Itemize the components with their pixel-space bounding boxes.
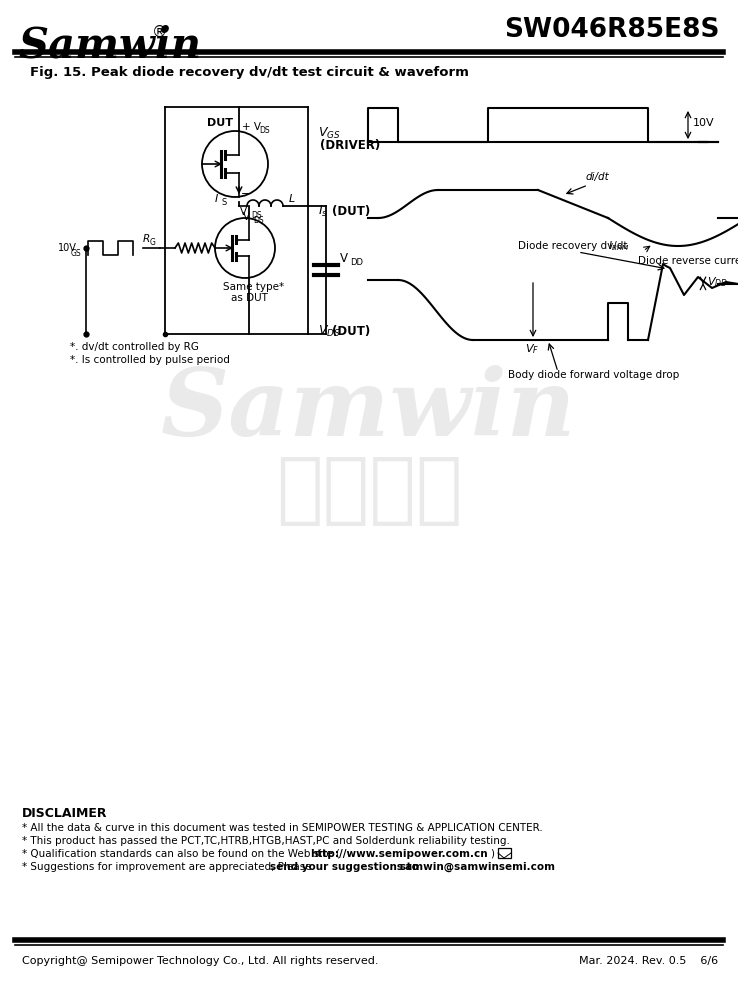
Text: Diode reverse current: Diode reverse current [638,256,738,266]
Text: *. Is controlled by pulse period: *. Is controlled by pulse period [70,355,230,365]
Text: 内部保密: 内部保密 [276,452,462,528]
Text: DUT: DUT [207,118,233,128]
Text: send your suggestions to: send your suggestions to [270,862,422,872]
Text: DD: DD [350,258,363,267]
Text: *. dv/dt controlled by RG: *. dv/dt controlled by RG [70,342,199,352]
Text: Fig. 15. Peak diode recovery dv/dt test circuit & waveform: Fig. 15. Peak diode recovery dv/dt test … [30,66,469,79]
Text: as DUT: as DUT [231,293,268,303]
Text: Samwin: Samwin [161,365,577,455]
Text: L: L [289,194,295,204]
Text: −: − [241,189,250,199]
Text: $V_{GS}$: $V_{GS}$ [318,126,341,141]
Text: S: S [222,198,227,207]
Text: * All the data & curve in this document was tested in SEMIPOWER TESTING & APPLIC: * All the data & curve in this document … [22,823,542,833]
Text: * Qualification standards can also be found on the Web site (: * Qualification standards can also be fo… [22,849,340,859]
Text: DS: DS [253,216,263,225]
Text: Diode recovery dv/dt: Diode recovery dv/dt [518,241,627,251]
Text: V: V [340,252,348,265]
Text: ): ) [490,849,494,859]
Text: DISCLAIMER: DISCLAIMER [22,807,108,820]
Text: (DUT): (DUT) [332,325,370,338]
Text: ®: ® [152,25,168,40]
Bar [498,848,511,858]
Text: DS: DS [259,126,269,135]
Text: * This product has passed the PCT,TC,HTRB,HTGB,HAST,PC and Solderdunk reliabilit: * This product has passed the PCT,TC,HTR… [22,836,510,846]
Text: $V_{DD}$: $V_{DD}$ [707,275,728,289]
Text: GS: GS [71,249,82,258]
Text: R: R [143,234,151,244]
Text: Samwin: Samwin [18,25,201,67]
Text: I: I [215,194,218,204]
Text: http://www.semipower.com.cn: http://www.semipower.com.cn [310,849,488,859]
Text: Body diode forward voltage drop: Body diode forward voltage drop [508,370,679,380]
Text: Copyright@ Semipower Technology Co., Ltd. All rights reserved.: Copyright@ Semipower Technology Co., Ltd… [22,956,379,966]
Text: V: V [240,207,247,217]
Text: (DRIVER): (DRIVER) [320,139,380,152]
Text: samwin@samwinsemi.com: samwin@samwinsemi.com [400,862,556,872]
Text: * Suggestions for improvement are appreciated, Please: * Suggestions for improvement are apprec… [22,862,315,872]
Text: Mar. 2024. Rev. 0.5    6/6: Mar. 2024. Rev. 0.5 6/6 [579,956,718,966]
Text: $V_{DS}$: $V_{DS}$ [318,324,340,339]
Text: G: G [150,238,156,247]
Text: (DUT): (DUT) [332,205,370,218]
Text: 10V: 10V [58,243,77,253]
Text: $I_{RRM}$: $I_{RRM}$ [608,239,630,253]
Text: SW046R85E8S: SW046R85E8S [505,17,720,43]
Text: $V_F$: $V_F$ [525,342,539,356]
Text: + V: + V [242,122,261,132]
Text: 10V: 10V [693,118,714,128]
Text: Same type*: Same type* [223,282,284,292]
Text: di/dt: di/dt [586,172,610,182]
Text: DS: DS [251,211,262,220]
Text: V: V [243,212,250,222]
Text: $I_s$: $I_s$ [318,204,328,219]
